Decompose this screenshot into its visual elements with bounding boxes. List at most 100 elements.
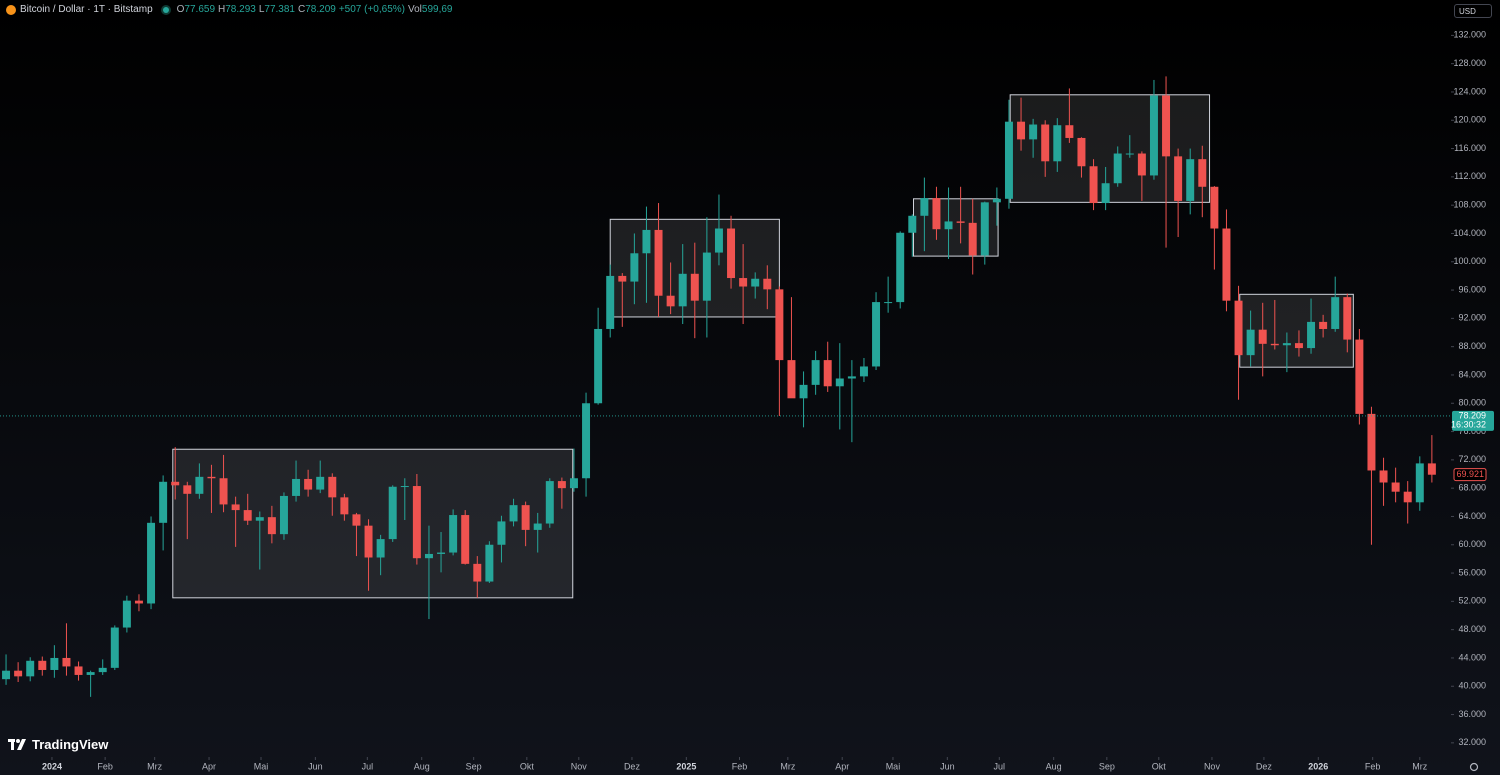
candle-body bbox=[352, 514, 361, 526]
candle-body bbox=[1222, 228, 1231, 301]
candle-body bbox=[944, 221, 953, 230]
candle-body bbox=[521, 505, 530, 530]
candle-body bbox=[461, 515, 470, 564]
quote-key: Vol bbox=[408, 4, 422, 15]
candle-body bbox=[279, 495, 288, 535]
candle-body bbox=[1343, 297, 1352, 340]
candle-body bbox=[920, 198, 929, 216]
candle-body bbox=[364, 525, 373, 558]
brand: TradingView bbox=[8, 737, 108, 752]
x-tick-label: Jun bbox=[940, 761, 955, 771]
candle-body bbox=[1162, 95, 1171, 157]
candle-body bbox=[14, 670, 23, 677]
candle-body bbox=[811, 360, 820, 385]
candle-body bbox=[2, 670, 11, 680]
x-tick-label: Okt bbox=[1152, 761, 1167, 771]
candles bbox=[2, 76, 1436, 697]
y-tick-label: 56.000 bbox=[1458, 567, 1486, 577]
candle-body bbox=[1113, 153, 1122, 184]
candle-body bbox=[872, 302, 881, 367]
x-tick-label: Sep bbox=[466, 761, 482, 771]
candle-body bbox=[437, 552, 446, 554]
x-tick-label: Jun bbox=[308, 761, 323, 771]
bar-close-tag bbox=[1453, 468, 1487, 482]
candle-body bbox=[1379, 470, 1388, 483]
candle-body bbox=[1427, 463, 1436, 475]
candle-body bbox=[727, 228, 736, 279]
candle-body bbox=[134, 600, 143, 604]
candle-body bbox=[1403, 491, 1412, 503]
x-tick-label: Nov bbox=[571, 761, 588, 771]
candle-body bbox=[823, 360, 832, 387]
candle-body bbox=[328, 476, 337, 498]
candle-body bbox=[1149, 95, 1158, 176]
y-tick-label: 36.000 bbox=[1458, 709, 1486, 719]
brand-logo bbox=[8, 739, 26, 750]
x-tick-label: Mrz bbox=[1412, 761, 1427, 771]
candle-body bbox=[763, 278, 772, 290]
candle-body bbox=[304, 478, 313, 490]
quote-key: L bbox=[258, 4, 265, 15]
candle-body bbox=[1186, 159, 1195, 201]
candle-body bbox=[509, 505, 518, 522]
quote-value: 77.659 bbox=[184, 4, 216, 15]
candle-body bbox=[594, 328, 603, 404]
candle-body bbox=[497, 521, 506, 545]
y-tick-label: 112.000 bbox=[1454, 171, 1486, 181]
candle-body bbox=[896, 232, 905, 303]
quote: O77.659 H78.293 L77.381 C78.209 +507 (+0,65%… bbox=[177, 4, 456, 15]
y-tick-label: 124.000 bbox=[1453, 86, 1486, 96]
candle-body bbox=[1137, 153, 1146, 176]
x-tick-label: Dez bbox=[624, 761, 641, 771]
candle-body bbox=[38, 660, 47, 670]
quote-item: Vol599,69 bbox=[408, 4, 453, 15]
quote-item: L77.381 bbox=[259, 4, 295, 15]
y-tick-label: 44.000 bbox=[1458, 652, 1486, 662]
candle-body bbox=[630, 253, 639, 282]
x-tick-label: Mai bbox=[254, 761, 269, 771]
quote-value: 78.293 bbox=[225, 4, 256, 15]
candle-body bbox=[1210, 186, 1219, 229]
currency-button[interactable]: USD bbox=[1454, 4, 1492, 18]
quote-value: +507 (+0,65%) bbox=[338, 4, 405, 15]
quote-key: H bbox=[218, 4, 226, 15]
candle-body bbox=[74, 666, 83, 675]
candle-body bbox=[255, 517, 264, 521]
candle-body bbox=[219, 478, 228, 505]
candle-body bbox=[702, 252, 711, 301]
candle-body bbox=[376, 539, 385, 558]
y-tick-label: 120.000 bbox=[1453, 115, 1486, 125]
symbol[interactable]: Bitcoin / Dollar · 1T · Bitstamp bbox=[20, 4, 153, 15]
quote-item: C78.209 bbox=[298, 4, 336, 15]
x-tick-label: Sep bbox=[1099, 761, 1115, 771]
candle-body bbox=[1029, 124, 1038, 140]
candle-body bbox=[908, 215, 917, 233]
candle-body bbox=[1174, 156, 1183, 201]
x-tick-label: 2024 bbox=[42, 761, 62, 771]
candle-body bbox=[714, 228, 723, 253]
candle-body bbox=[1246, 329, 1255, 356]
candle-body bbox=[485, 544, 494, 582]
quote-key: C bbox=[298, 4, 306, 15]
x-tick-label: 2025 bbox=[676, 761, 696, 771]
candle-body bbox=[267, 517, 276, 535]
candle-body bbox=[799, 384, 808, 399]
candle-body bbox=[195, 476, 204, 494]
candle-body bbox=[557, 481, 566, 489]
candle-body bbox=[424, 553, 433, 559]
y-tick-label: 128.000 bbox=[1453, 58, 1486, 68]
quote-item: H78.293 bbox=[218, 4, 256, 15]
candle-body bbox=[1319, 321, 1328, 329]
y-tick-label: 48.000 bbox=[1458, 624, 1486, 634]
candle-body bbox=[666, 295, 675, 307]
candle-body bbox=[884, 302, 893, 304]
x-tick-label: Mrz bbox=[147, 761, 162, 771]
y-tick-label: 132.000 bbox=[1453, 30, 1486, 40]
x-tick-label: Dez bbox=[1256, 761, 1273, 771]
candle-body bbox=[678, 273, 687, 307]
candle-body bbox=[775, 289, 784, 361]
quote-value: 78.209 bbox=[305, 4, 336, 15]
candle-body bbox=[1270, 343, 1279, 346]
settings-icon[interactable] bbox=[1469, 762, 1479, 772]
